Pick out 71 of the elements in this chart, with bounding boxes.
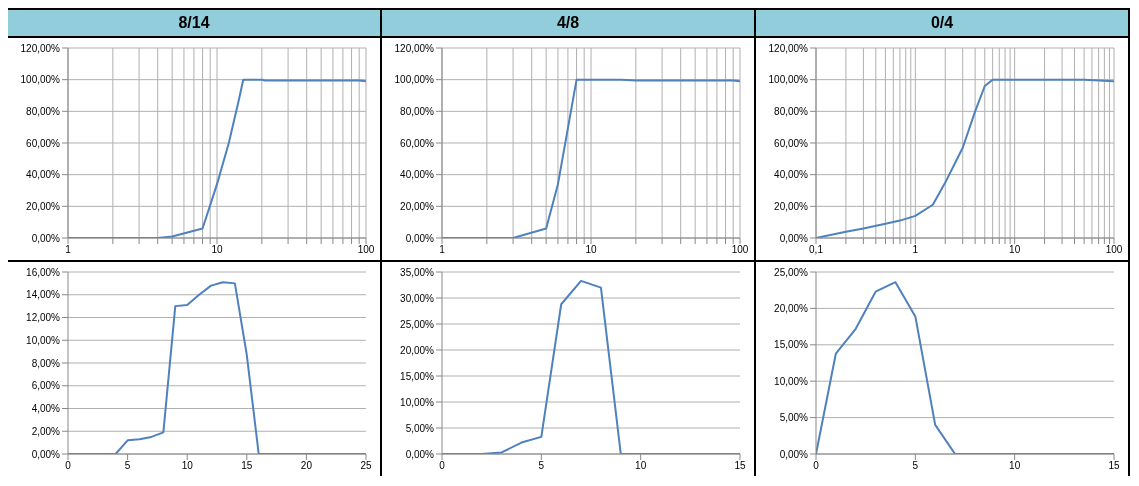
x-tick-label: 15: [241, 460, 253, 472]
x-tick-label: 10: [635, 460, 647, 472]
y-tick-label: 40,00%: [26, 169, 61, 181]
chart-title: 4/8: [382, 8, 754, 38]
x-tick-label: 0,1: [809, 244, 824, 256]
y-tick-label: 80,00%: [400, 105, 435, 117]
x-tick-label: 15: [734, 460, 746, 472]
y-tick-label: 4,00%: [31, 403, 61, 415]
y-tick-label: 40,00%: [774, 169, 809, 181]
y-tick-label: 30,00%: [400, 292, 435, 304]
y-tick-label: 120,00%: [394, 42, 435, 54]
x-tick-label: 1: [912, 244, 919, 256]
y-tick-label: 5,00%: [779, 412, 809, 424]
y-tick-label: 100,00%: [768, 74, 809, 86]
y-tick-label: 6,00%: [31, 380, 61, 392]
x-tick-label: 0: [65, 460, 72, 472]
y-tick-label: 0,00%: [405, 448, 435, 460]
y-tick-label: 25,00%: [400, 318, 435, 330]
x-tick-label: 0: [813, 460, 820, 472]
y-tick-label: 8,00%: [31, 357, 61, 369]
y-tick-label: 16,00%: [26, 266, 61, 278]
y-tick-label: 80,00%: [774, 105, 809, 117]
x-tick-label: 5: [538, 460, 545, 472]
y-tick-label: 15,00%: [400, 370, 435, 382]
y-tick-label: 10,00%: [774, 375, 809, 387]
y-tick-label: 60,00%: [400, 137, 435, 149]
y-tick-label: 0,00%: [31, 232, 61, 244]
x-tick-label: 100: [1105, 244, 1123, 256]
y-tick-label: 120,00%: [20, 42, 61, 54]
y-tick-label: 20,00%: [400, 344, 435, 356]
y-tick-label: 60,00%: [774, 137, 809, 149]
chart-title: 0/4: [756, 8, 1128, 38]
x-tick-label: 20: [300, 460, 313, 472]
y-tick-label: 20,00%: [774, 200, 809, 212]
y-tick-label: 35,00%: [400, 266, 435, 278]
x-tick-label: 100: [731, 244, 749, 256]
y-tick-label: 15,00%: [774, 339, 809, 351]
y-tick-label: 100,00%: [394, 74, 435, 86]
y-tick-label: 100,00%: [20, 74, 61, 86]
x-tick-label: 10: [211, 244, 223, 256]
y-tick-label: 10,00%: [26, 334, 61, 346]
x-tick-label: 25: [360, 460, 372, 472]
x-tick-label: 10: [585, 244, 597, 256]
y-tick-label: 2,00%: [31, 425, 61, 437]
x-tick-label: 5: [912, 460, 919, 472]
x-tick-label: 10: [181, 460, 194, 472]
y-tick-label: 12,00%: [26, 312, 61, 324]
y-tick-label: 14,00%: [26, 289, 61, 301]
y-tick-label: 80,00%: [26, 105, 61, 117]
y-tick-label: 25,00%: [774, 266, 809, 278]
y-tick-label: 0,00%: [779, 448, 809, 460]
x-tick-label: 15: [1108, 460, 1120, 472]
y-tick-label: 10,00%: [400, 396, 435, 408]
y-tick-label: 60,00%: [26, 137, 61, 149]
y-tick-label: 5,00%: [405, 422, 435, 434]
y-tick-label: 0,00%: [405, 232, 435, 244]
y-tick-label: 120,00%: [768, 42, 809, 54]
x-tick-label: 0: [439, 460, 446, 472]
x-tick-label: 100: [357, 244, 375, 256]
x-tick-label: 10: [1009, 460, 1021, 472]
y-tick-label: 20,00%: [774, 302, 809, 314]
y-tick-label: 20,00%: [400, 200, 435, 212]
x-tick-label: 10: [1009, 244, 1021, 256]
y-tick-label: 0,00%: [779, 232, 809, 244]
y-tick-label: 20,00%: [26, 200, 61, 212]
x-tick-label: 1: [439, 244, 446, 256]
x-tick-label: 1: [65, 244, 72, 256]
chart-title: 8/14: [8, 8, 380, 38]
y-tick-label: 40,00%: [400, 169, 435, 181]
x-tick-label: 5: [124, 460, 131, 472]
y-tick-label: 0,00%: [31, 448, 61, 460]
